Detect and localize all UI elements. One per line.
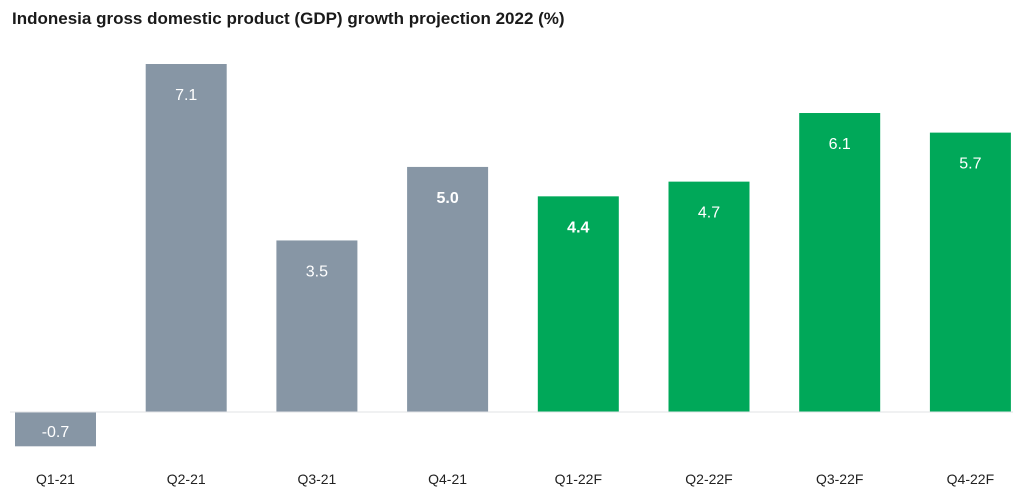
bar-q4-21 <box>407 166 489 412</box>
x-tick-q1-22f: Q1-22F <box>555 471 602 487</box>
x-tick-q2-21: Q2-21 <box>167 471 206 487</box>
value-label-q1-21: -0.7 <box>42 424 70 441</box>
bars-group <box>15 64 1011 447</box>
x-tick-labels-group: Q1-21 Q2-21 Q3-21 Q4-21 Q1-22F Q2-22F Q3-22F Q4… <box>36 471 994 487</box>
value-label-q3-22f: 6.1 <box>829 136 851 153</box>
x-tick-q3-21: Q3-21 <box>297 471 336 487</box>
value-label-q2-21: 7.1 <box>175 87 197 104</box>
x-tick-q3-22f: Q3-22F <box>816 471 863 487</box>
value-label-q2-22f: 4.7 <box>698 205 720 222</box>
value-label-q4-21: 5.0 <box>436 190 458 207</box>
bar-q3-22f <box>799 113 881 412</box>
bar-q3-21 <box>276 240 358 412</box>
bar-q1-22f <box>537 196 619 412</box>
bar-q4-22f <box>929 132 1011 412</box>
value-label-q3-21: 3.5 <box>306 263 328 280</box>
chart-title: Indonesia gross domestic product (GDP) g… <box>12 9 565 28</box>
x-tick-q1-21: Q1-21 <box>36 471 75 487</box>
x-tick-q4-21: Q4-21 <box>428 471 467 487</box>
bar-q1-21 <box>15 412 96 447</box>
bar-q2-21 <box>145 64 227 412</box>
value-label-q4-22f: 5.7 <box>959 156 981 173</box>
value-labels-group: -0.7 7.1 3.5 5.0 4.4 4.7 6.1 5.7 <box>42 87 982 441</box>
x-tick-q2-22f: Q2-22F <box>685 471 732 487</box>
value-label-q1-22f: 4.4 <box>567 219 589 236</box>
x-tick-q4-22f: Q4-22F <box>947 471 994 487</box>
bar-q2-22f <box>668 181 750 412</box>
